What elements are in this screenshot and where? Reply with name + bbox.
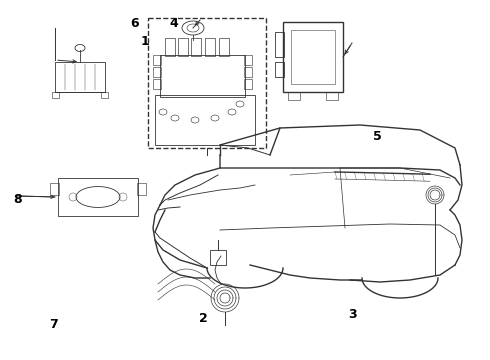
Text: 1: 1 [140, 35, 149, 48]
Bar [244, 67, 252, 77]
Bar [137, 183, 146, 195]
Text: 8: 8 [13, 193, 22, 206]
Bar [165, 38, 175, 56]
Text: 4: 4 [170, 17, 178, 30]
Text: 7: 7 [49, 318, 58, 330]
Bar [101, 92, 108, 98]
Bar [153, 55, 161, 65]
Bar [210, 250, 226, 265]
Bar [219, 38, 229, 56]
Bar [153, 79, 161, 89]
Bar [275, 62, 284, 77]
Text: 3: 3 [348, 309, 357, 321]
Text: 5: 5 [373, 130, 382, 143]
Bar [283, 22, 343, 92]
Bar [275, 32, 284, 57]
Bar [58, 178, 138, 216]
Bar [55, 62, 105, 92]
Bar [205, 38, 215, 56]
Bar [50, 183, 59, 195]
Bar [155, 95, 255, 145]
Bar [160, 55, 245, 97]
Text: 2: 2 [199, 312, 208, 325]
Bar [326, 92, 338, 100]
Bar [52, 92, 59, 98]
Bar [148, 18, 266, 148]
Bar [153, 67, 161, 77]
Bar [191, 38, 201, 56]
Bar [178, 38, 188, 56]
Bar [244, 79, 252, 89]
Bar [291, 30, 335, 84]
Bar [288, 92, 300, 100]
Text: 6: 6 [130, 17, 139, 30]
Bar [244, 55, 252, 65]
